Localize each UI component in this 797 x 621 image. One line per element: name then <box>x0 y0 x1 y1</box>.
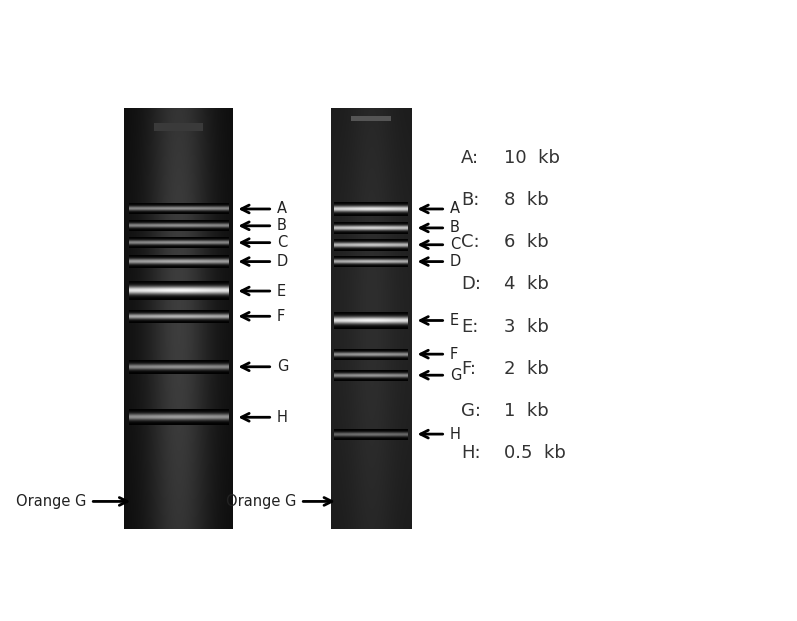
Text: 10  kb: 10 kb <box>505 149 560 167</box>
Text: F: F <box>277 309 285 324</box>
Text: A:: A: <box>461 149 479 167</box>
Text: 4  kb: 4 kb <box>505 276 549 294</box>
Text: E: E <box>277 284 286 299</box>
Text: E: E <box>450 313 459 328</box>
Bar <box>351 116 391 121</box>
Text: 0.5  kb: 0.5 kb <box>505 444 566 462</box>
Text: C:: C: <box>461 233 480 252</box>
Text: G: G <box>277 360 289 374</box>
Text: H:: H: <box>461 444 481 462</box>
Text: Orange G: Orange G <box>16 494 86 509</box>
Text: F: F <box>450 347 458 361</box>
Text: D: D <box>277 254 289 269</box>
Text: 3  kb: 3 kb <box>505 317 549 335</box>
Text: B: B <box>277 219 287 233</box>
Text: D:: D: <box>461 276 481 294</box>
Bar <box>154 123 202 130</box>
Text: 8  kb: 8 kb <box>505 191 549 209</box>
Text: B:: B: <box>461 191 479 209</box>
Text: 6  kb: 6 kb <box>505 233 549 252</box>
Text: Orange G: Orange G <box>226 494 296 509</box>
Text: A: A <box>277 201 287 217</box>
Text: C: C <box>277 235 287 250</box>
Text: H: H <box>450 427 461 442</box>
Text: H: H <box>277 410 288 425</box>
Text: A: A <box>450 201 460 217</box>
Text: 1  kb: 1 kb <box>505 402 549 420</box>
Text: C: C <box>450 237 460 252</box>
Text: 2  kb: 2 kb <box>505 360 549 378</box>
Text: E:: E: <box>461 317 478 335</box>
Text: B: B <box>450 220 460 235</box>
Text: G:: G: <box>461 402 481 420</box>
Text: D: D <box>450 254 461 269</box>
Text: G: G <box>450 368 461 383</box>
Text: F:: F: <box>461 360 476 378</box>
